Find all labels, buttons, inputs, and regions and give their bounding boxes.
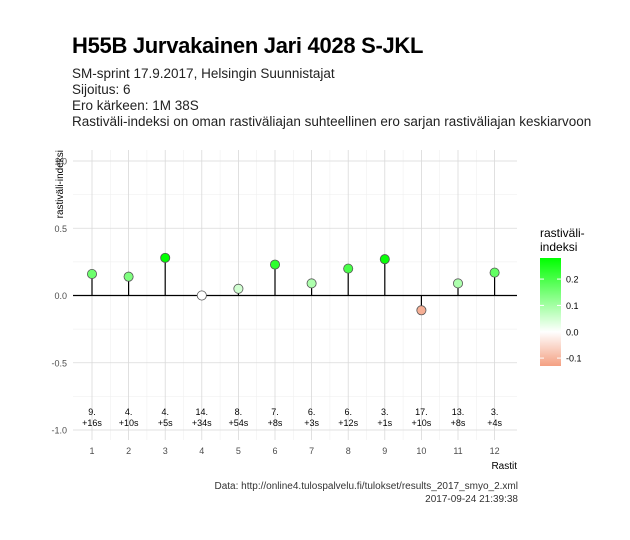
y-tick-label: 0.5 xyxy=(54,224,67,234)
split-diff-7: +3s xyxy=(304,418,319,428)
point-4 xyxy=(196,290,207,301)
point-7 xyxy=(306,278,317,289)
split-diff-4: +34s xyxy=(192,418,212,428)
split-diff-11: +8s xyxy=(451,418,466,428)
x-tick-label: 6 xyxy=(272,446,277,456)
split-rank-6: 7. xyxy=(271,407,279,417)
y-axis-title: rastiväli-indeksi xyxy=(55,150,66,218)
point-10 xyxy=(416,305,427,316)
subtitle-description: Rastiväli-indeksi on oman rastiväliajan … xyxy=(72,114,592,129)
data-source-caption: Data: http://online4.tulospalvelu.fi/tul… xyxy=(214,481,518,492)
split-rank-9: 3. xyxy=(381,407,389,417)
point-12 xyxy=(489,267,500,278)
x-tick-label: 12 xyxy=(490,446,500,456)
split-rank-2: 4. xyxy=(125,407,133,417)
split-rank-11: 13. xyxy=(452,407,465,417)
timestamp-caption: 2017-09-24 21:39:38 xyxy=(425,494,518,505)
y-tick-label: -0.5 xyxy=(51,358,67,368)
y-tick-label: -1.0 xyxy=(51,426,67,436)
point-8 xyxy=(343,263,354,274)
y-tick-label: 0.0 xyxy=(54,291,67,301)
x-tick-label: 3 xyxy=(163,446,168,456)
chart-title: H55B Jurvakainen Jari 4028 S-JKL xyxy=(72,33,424,58)
x-tick-label: 11 xyxy=(453,446,462,456)
y-tick-label: 1.0 xyxy=(54,157,67,167)
x-tick-label: 5 xyxy=(236,446,241,456)
legend-tick-label: -0.1 xyxy=(566,354,582,364)
x-tick-label: 2 xyxy=(126,446,131,456)
point-1 xyxy=(87,268,98,279)
split-labels: 9.+16s4.+10s4.+5s14.+34s8.+54s7.+8s6.+3s… xyxy=(82,407,502,428)
legend-tick-label: 0.1 xyxy=(566,301,579,311)
split-diff-5: +54s xyxy=(229,418,249,428)
legend-colorbar xyxy=(540,258,561,366)
x-axis-title: Rastit xyxy=(491,461,517,472)
point-11 xyxy=(452,278,463,289)
point-5 xyxy=(233,283,244,294)
split-diff-9: +1s xyxy=(377,418,392,428)
x-tick-label: 7 xyxy=(309,446,314,456)
legend-tick-label: 0.2 xyxy=(566,275,579,285)
point-6 xyxy=(269,259,280,270)
x-tick-label: 9 xyxy=(382,446,387,456)
split-diff-2: +10s xyxy=(119,418,139,428)
x-tick-label: 4 xyxy=(199,446,204,456)
split-diff-3: +5s xyxy=(158,418,173,428)
split-rank-10: 17. xyxy=(415,407,428,417)
point-2 xyxy=(123,271,134,282)
split-rank-3: 4. xyxy=(161,407,169,417)
x-tick-label: 8 xyxy=(346,446,351,456)
grid-lines xyxy=(73,150,517,440)
split-rank-8: 6. xyxy=(344,407,352,417)
legend-tick-label: 0.0 xyxy=(566,327,579,337)
legend-title-line: indeksi xyxy=(540,240,577,254)
split-diff-12: +4s xyxy=(487,418,502,428)
subtitle-gap: Ero kärkeen: 1M 38S xyxy=(72,98,199,113)
point-3 xyxy=(160,252,171,263)
subtitle-event: SM-sprint 17.9.2017, Helsingin Suunnista… xyxy=(72,66,335,81)
x-tick-label: 1 xyxy=(89,446,94,456)
split-diff-8: +12s xyxy=(338,418,358,428)
split-rank-12: 3. xyxy=(491,407,499,417)
axes: -1.0-0.50.00.51.01 2 3 4 5 6 7 8 9 10 11 12Rastitra… xyxy=(51,150,517,472)
split-diff-6: +8s xyxy=(268,418,283,428)
split-rank-7: 6. xyxy=(308,407,316,417)
subtitle-placement: Sijoitus: 6 xyxy=(72,82,131,97)
split-diff-1: +16s xyxy=(82,418,102,428)
split-diff-10: +10s xyxy=(412,418,432,428)
split-rank-4: 14. xyxy=(196,407,209,417)
split-rank-1: 9. xyxy=(88,407,96,417)
point-9 xyxy=(379,254,390,265)
split-rank-5: 8. xyxy=(235,407,243,417)
x-tick-label: 10 xyxy=(416,446,426,456)
color-legend: rastiväli-indeksi 0.2 0.1 0.0 -0.1 xyxy=(540,226,585,366)
legend-title-line: rastiväli- xyxy=(540,226,585,240)
data-points xyxy=(87,252,500,316)
